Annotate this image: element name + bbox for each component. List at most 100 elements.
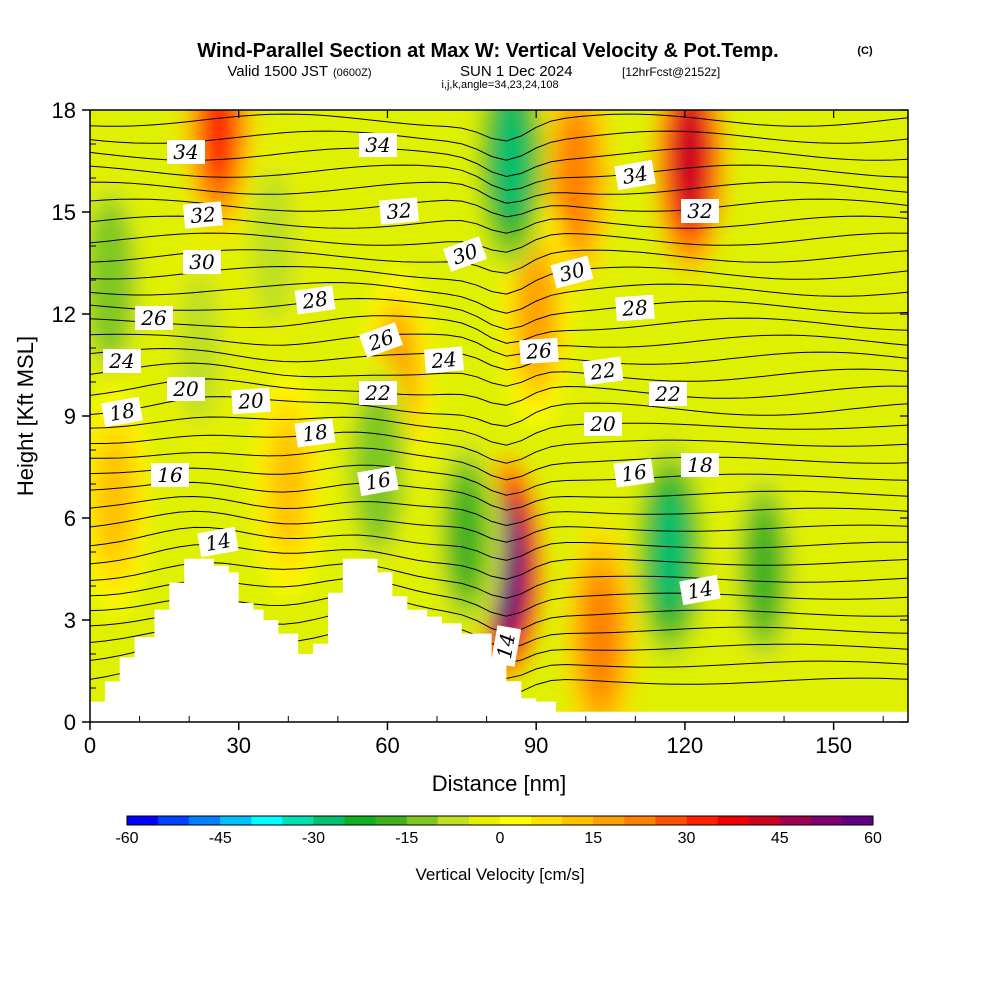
- theta-label-text-18: 22: [654, 382, 680, 406]
- valid-time-line: Valid 1500 JST (0600Z) SUN 1 Dec 2024 [1…: [227, 63, 720, 80]
- theta-label-text-13: 26: [524, 338, 552, 364]
- theta-label-box-16: [582, 356, 624, 386]
- theta-contour-18: [90, 362, 908, 387]
- theta-label-text-17: 22: [364, 381, 390, 405]
- theta-contour-29: [90, 181, 908, 204]
- theta-contour-11: [90, 481, 908, 511]
- theta-label-17: 22: [359, 381, 397, 405]
- colorbar-swatch-21: [779, 816, 812, 825]
- colorbar-swatch-9: [406, 816, 439, 825]
- theta-label-box-0: [167, 140, 205, 164]
- y-tick-label-1: 3: [64, 608, 76, 633]
- theta-label-text-24: 18: [687, 453, 712, 477]
- colorbar-tick-label-4: 0: [496, 830, 505, 847]
- theta-label-25: 16: [151, 463, 189, 487]
- theta-label-box-27: [613, 458, 655, 488]
- x-tick-label-5: 150: [815, 733, 852, 758]
- theta-label-box-14: [103, 349, 141, 373]
- theta-label-0: 34: [167, 140, 205, 164]
- theta-label-box-13: [519, 337, 559, 365]
- colorbar-swatch-2: [189, 816, 221, 825]
- theta-label-text-11: 26: [140, 306, 167, 330]
- theta-label-box-25: [151, 463, 189, 487]
- theta-label-box-21: [584, 412, 622, 436]
- colorbar-swatch-1: [158, 816, 190, 825]
- colorbar-swatch-18: [686, 816, 719, 825]
- theta-label-box-5: [681, 199, 719, 223]
- colorbar-swatch-8: [375, 816, 408, 825]
- downdraft-4-level-3: [361, 407, 394, 527]
- updraft-3-level-3: [559, 118, 592, 238]
- copyright-mark: (C): [857, 45, 873, 57]
- x-tick-label-2: 60: [375, 733, 399, 758]
- x-axis-label: Distance [nm]: [432, 771, 567, 796]
- colorbar-swatch-12: [500, 816, 532, 825]
- theta-label-text-30: 14: [492, 631, 520, 660]
- theta-label-22: 18: [101, 396, 143, 428]
- theta-label-21: 20: [584, 412, 622, 436]
- theta-label-text-23: 18: [301, 419, 330, 446]
- colorbar-swatch-20: [748, 816, 781, 825]
- theta-label-box-7: [443, 236, 487, 272]
- theta-label-box-29: [679, 574, 721, 606]
- theta-label-box-1: [359, 133, 397, 157]
- theta-contour-22: [90, 297, 908, 331]
- theta-label-box-11: [135, 306, 173, 330]
- theta-contour-23: [90, 281, 908, 314]
- theta-label-12: 26: [359, 322, 403, 358]
- theta-label-18: 22: [649, 382, 687, 406]
- y-tick-label-6: 18: [52, 98, 76, 123]
- colorbar-swatch-23: [841, 816, 874, 825]
- updraft-7-level-3: [98, 441, 131, 561]
- theta-contour-10: [90, 495, 908, 527]
- theta-label-text-2: 34: [620, 161, 649, 189]
- colorbar-frame: [126, 815, 874, 826]
- theta-label-box-22: [101, 396, 143, 428]
- theta-contour-19: [90, 347, 908, 371]
- theta-contour-24: [90, 265, 908, 295]
- colorbar-swatch-19: [717, 816, 750, 825]
- theta-contour-6: [90, 561, 908, 599]
- theta-label-box-26: [357, 465, 399, 497]
- colorbar-swatch-5: [282, 816, 314, 825]
- theta-label-20: 20: [231, 387, 271, 415]
- theta-label-26: 16: [357, 465, 399, 497]
- theta-label-box-9: [294, 285, 336, 315]
- theta-label-28: 14: [197, 526, 239, 558]
- theta-label-box-12: [359, 322, 403, 358]
- theta-label-box-4: [379, 197, 419, 225]
- theta-label-text-19: 20: [172, 377, 199, 401]
- theta-contour-30: [90, 164, 908, 191]
- theta-label-6: 30: [183, 250, 221, 274]
- theta-label-13: 26: [519, 337, 559, 365]
- colorbar-tick-label-7: 45: [771, 830, 789, 847]
- y-tick-label-0: 0: [64, 710, 76, 735]
- downdraft-0-level-3: [654, 492, 687, 612]
- theta-label-box-3: [183, 201, 223, 229]
- terrain: [90, 558, 908, 722]
- theta-contour-33: [90, 113, 908, 142]
- theta-label-9: 28: [294, 285, 336, 315]
- theta-label-text-5: 32: [687, 199, 712, 223]
- theta-label-box-6: [183, 250, 221, 274]
- terrain-profile: [90, 558, 908, 722]
- x-tick-label-4: 120: [667, 733, 704, 758]
- theta-contour-9: [90, 510, 908, 543]
- theta-label-text-4: 32: [385, 198, 412, 224]
- theta-label-3: 32: [183, 201, 223, 229]
- theta-label-text-15: 24: [429, 347, 457, 373]
- theta-label-16: 22: [582, 356, 624, 386]
- indices-label: i,j,k,angle=34,23,24,108: [441, 79, 558, 91]
- theta-label-box-15: [424, 346, 464, 374]
- theta-label-14: 24: [103, 349, 141, 373]
- downdraft-6-level-3: [257, 186, 290, 306]
- y-axis-label: Height [Kft MSL]: [13, 336, 38, 496]
- theta-label-box-17: [359, 381, 397, 405]
- theta-label-text-21: 20: [589, 412, 616, 436]
- theta-label-23: 18: [294, 418, 336, 448]
- updraft-4-level-3: [584, 577, 617, 697]
- colorbar-swatch-7: [344, 816, 377, 825]
- x-tick-label-1: 30: [226, 733, 250, 758]
- theta-label-4: 32: [379, 197, 419, 225]
